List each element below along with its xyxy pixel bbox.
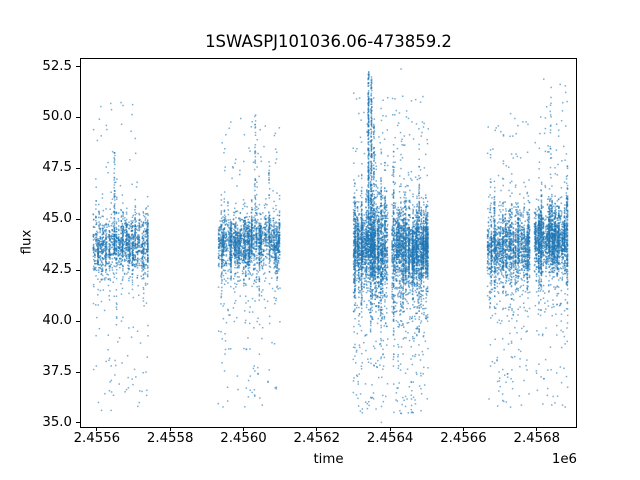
x-tick-mark — [536, 427, 538, 431]
y-axis-label: flux — [19, 229, 35, 255]
y-tick-mark — [76, 320, 80, 322]
y-tick-label: 40.0 — [42, 313, 72, 329]
x-tick-label: 2.4558 — [146, 431, 194, 446]
x-tick-label: 2.4568 — [513, 431, 561, 446]
x-tick-label: 2.4556 — [73, 431, 121, 446]
x-tick-label: 2.4564 — [366, 431, 414, 446]
x-tick-mark — [243, 427, 244, 431]
y-tick-label: 42.5 — [42, 262, 72, 278]
y-tick-mark — [76, 167, 80, 169]
y-tick-label: 37.5 — [42, 364, 72, 380]
y-tick-mark — [76, 218, 80, 220]
y-tick-mark — [76, 371, 80, 373]
x-tick-mark — [169, 427, 171, 431]
y-tick-label: 52.5 — [42, 58, 72, 74]
y-tick-label: 47.5 — [42, 160, 72, 176]
x-tick-mark — [96, 427, 98, 431]
y-tick-mark — [76, 269, 80, 271]
y-tick-mark — [76, 422, 80, 424]
x-tick-mark — [316, 427, 318, 431]
chart-title: 1SWASPJ101036.06-473859.2 — [205, 32, 452, 51]
x-tick-label: 2.4560 — [220, 431, 267, 446]
x-tick-mark — [462, 427, 464, 431]
x-tick-label: 2.4566 — [440, 431, 487, 446]
y-tick-label: 35.0 — [42, 414, 72, 430]
y-tick-mark — [76, 66, 80, 68]
x-axis-label: time — [313, 452, 344, 467]
x-axis-offset-label: 1e6 — [551, 452, 577, 467]
x-tick-label: 2.4562 — [293, 431, 341, 446]
y-tick-mark — [76, 116, 80, 118]
y-tick-label: 45.0 — [42, 211, 72, 227]
x-tick-mark — [389, 427, 391, 431]
y-tick-label: 50.0 — [42, 109, 72, 125]
